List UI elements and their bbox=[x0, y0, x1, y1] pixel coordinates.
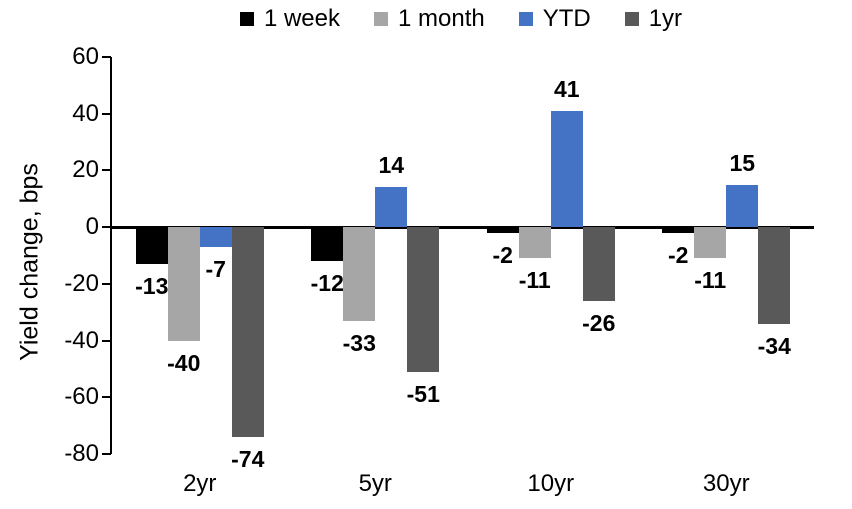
y-tick-label: -20 bbox=[64, 269, 99, 297]
x-category-label-2yr: 2yr bbox=[183, 470, 217, 497]
y-tick-mark bbox=[102, 282, 111, 285]
bar-1-week-5yr bbox=[311, 227, 344, 262]
bar-1-week-10yr bbox=[486, 227, 519, 233]
data-label-1-month-10yr: -11 bbox=[518, 267, 551, 294]
data-label-1-month-30yr: -11 bbox=[694, 267, 727, 294]
data-label-1-week-5yr: -12 bbox=[310, 270, 344, 297]
data-label-1-month-2yr: -40 bbox=[167, 349, 201, 376]
x-category-label-30yr: 30yr bbox=[702, 470, 750, 497]
legend-item-ytd: YTD bbox=[518, 5, 591, 33]
y-tick-mark bbox=[102, 226, 111, 229]
data-label-ytd-2yr: -7 bbox=[205, 255, 226, 282]
y-tick-label: -80 bbox=[64, 440, 99, 467]
data-label-1yr-5yr: -51 bbox=[406, 380, 440, 407]
legend-item-1-week: 1 week bbox=[239, 5, 340, 33]
bar-ytd-10yr bbox=[550, 110, 583, 228]
y-tick-label: -40 bbox=[64, 326, 99, 354]
bar-1-month-30yr bbox=[694, 227, 727, 259]
y-tick-mark bbox=[102, 339, 111, 342]
legend-swatch-icon-1yr bbox=[624, 12, 639, 26]
y-tick-mark bbox=[102, 112, 111, 115]
legend-item-1yr: 1yr bbox=[624, 5, 683, 33]
bar-ytd-5yr bbox=[375, 187, 408, 228]
bar-1yr-10yr bbox=[582, 227, 615, 301]
legend-label-1yr: 1yr bbox=[648, 5, 683, 32]
y-tick-label: -60 bbox=[64, 383, 99, 411]
data-label-1-week-2yr: -13 bbox=[135, 273, 169, 299]
data-label-1-month-5yr: -33 bbox=[342, 329, 376, 356]
legend: 1 week 1 month YTD 1yr bbox=[110, 5, 812, 33]
y-tick-mark bbox=[102, 453, 111, 455]
data-label-1yr-2yr: -74 bbox=[231, 445, 265, 472]
y-tick-mark bbox=[102, 396, 111, 399]
bar-ytd-2yr bbox=[199, 227, 232, 247]
bar-1yr-5yr bbox=[407, 227, 440, 372]
data-label-ytd-30yr: 15 bbox=[729, 149, 756, 176]
legend-label-1-week: 1 week bbox=[263, 5, 340, 32]
y-tick-label: 20 bbox=[72, 156, 99, 184]
data-label-1-week-10yr: -2 bbox=[492, 241, 513, 268]
bar-1-month-2yr bbox=[167, 227, 200, 341]
plot-area: 60 40 20 0 -20 -40 -60 -80 -13 -40 -7 -74 2yr -12 -33 1… bbox=[64, 43, 814, 497]
y-tick-label: 0 bbox=[85, 213, 99, 241]
bar-1-week-2yr bbox=[135, 227, 168, 264]
bar-1-week-30yr bbox=[662, 227, 695, 233]
legend-swatch-icon-ytd bbox=[518, 12, 533, 26]
legend-item-1-month: 1 month bbox=[373, 5, 485, 33]
y-tick-label: 60 bbox=[72, 43, 99, 70]
data-label-ytd-5yr: 14 bbox=[378, 152, 405, 179]
bar-ytd-30yr bbox=[726, 184, 759, 228]
data-label-1yr-10yr: -26 bbox=[582, 309, 616, 336]
x-category-label-10yr: 10yr bbox=[527, 470, 575, 497]
bar-1yr-2yr bbox=[231, 227, 264, 437]
bar-1-month-5yr bbox=[343, 227, 376, 321]
legend-label-ytd: YTD bbox=[542, 5, 591, 32]
legend-swatch-icon-1-month bbox=[373, 12, 388, 26]
x-category-label-5yr: 5yr bbox=[358, 470, 392, 497]
data-label-1-week-30yr: -2 bbox=[668, 241, 689, 268]
y-tick-label: 40 bbox=[72, 99, 99, 127]
data-label-ytd-10yr: 41 bbox=[553, 75, 580, 102]
y-tick-mark bbox=[102, 169, 111, 172]
zero-axis-line bbox=[110, 225, 814, 229]
bar-1-month-10yr bbox=[518, 227, 551, 259]
legend-swatch-icon-1-week bbox=[239, 12, 254, 26]
bar-1yr-30yr bbox=[758, 227, 791, 324]
y-tick-mark bbox=[102, 56, 111, 58]
legend-label-1-month: 1 month bbox=[397, 5, 485, 32]
data-label-1yr-30yr: -34 bbox=[757, 332, 791, 359]
